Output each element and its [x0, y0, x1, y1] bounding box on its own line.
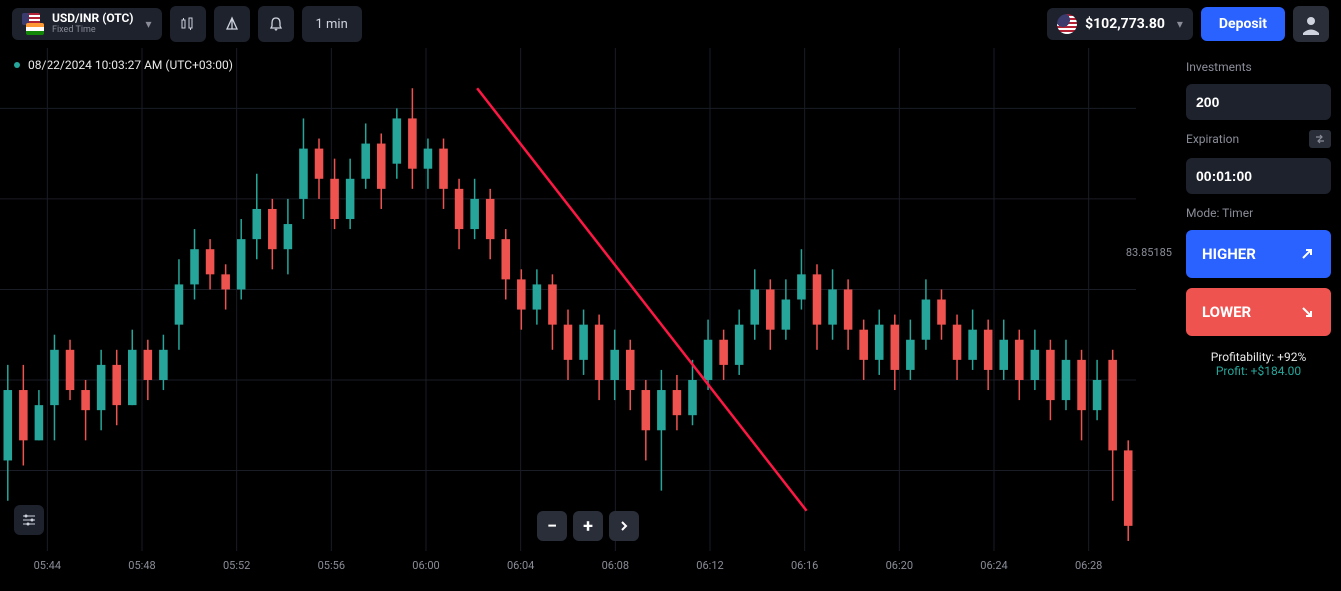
y-axis: 83.85185: [1116, 48, 1176, 551]
x-tick-label: 06:24: [980, 559, 1007, 572]
investment-input-group: $ + −: [1186, 84, 1331, 120]
chart-settings-button[interactable]: [14, 505, 44, 535]
x-tick-label: 05:44: [34, 559, 61, 572]
arrow-up-right-icon: [1299, 246, 1315, 262]
balance-amount: $102,773.80: [1085, 16, 1165, 32]
current-price-label: 83.85185: [1126, 246, 1172, 259]
investments-label: Investments: [1186, 60, 1331, 74]
zoom-out-button[interactable]: −: [537, 511, 567, 541]
chevron-down-icon: ▾: [1177, 17, 1183, 31]
chevron-right-icon: [618, 520, 630, 532]
zoom-in-button[interactable]: +: [573, 511, 603, 541]
zoom-controls: − +: [537, 511, 639, 541]
profitability-text: Profitability: +92%: [1186, 350, 1331, 364]
deposit-button[interactable]: Deposit: [1201, 7, 1285, 41]
alerts-button[interactable]: [258, 6, 294, 42]
pair-flag-icon: [22, 13, 44, 35]
x-tick-label: 05:56: [318, 559, 345, 572]
scroll-right-button[interactable]: [609, 511, 639, 541]
expiration-label: Expiration: [1186, 132, 1239, 146]
balance-selector[interactable]: $102,773.80 ▾: [1047, 8, 1193, 40]
x-tick-label: 06:20: [886, 559, 913, 572]
x-tick-label: 06:04: [507, 559, 534, 572]
sliders-icon: [21, 512, 37, 528]
person-icon: [1300, 13, 1322, 35]
profit-text: Profit: +$184.00: [1186, 364, 1331, 378]
lower-button[interactable]: LOWER: [1186, 288, 1331, 336]
expiration-mode-toggle[interactable]: [1309, 130, 1331, 148]
x-tick-label: 06:28: [1075, 559, 1102, 572]
mode-label: Mode: Timer: [1186, 206, 1331, 220]
x-axis: 05:44 05:48 05:52 05:56 06:00 06:04 06:08 06:12…: [0, 551, 1136, 591]
x-tick-label: 06:16: [791, 559, 818, 572]
avatar-button[interactable]: [1293, 6, 1329, 42]
x-tick-label: 06:12: [696, 559, 723, 572]
investment-input[interactable]: [1186, 94, 1331, 110]
topbar: USD/INR (OTC) Fixed Time ▾ 1 min $102,77…: [0, 0, 1341, 48]
pair-subtitle: Fixed Time: [52, 26, 133, 36]
chevron-down-icon: ▾: [145, 17, 151, 31]
x-tick-label: 06:08: [602, 559, 629, 572]
us-flag-icon: [1057, 14, 1077, 34]
pair-name: USD/INR (OTC): [52, 12, 133, 25]
pair-selector[interactable]: USD/INR (OTC) Fixed Time ▾: [12, 8, 162, 39]
expiration-input-group: + −: [1186, 158, 1331, 194]
chart-area[interactable]: 08/22/2024 10:03:27 AM (UTC+03:00) 83.85…: [0, 48, 1176, 591]
drawing-tools-button[interactable]: [214, 6, 250, 42]
trade-sidebar: Investments $ + − Expiration + − Mode: T…: [1176, 48, 1341, 591]
timeframe-button[interactable]: 1 min: [302, 6, 362, 42]
expiration-input[interactable]: [1186, 168, 1331, 184]
swap-icon: [1314, 133, 1326, 145]
x-tick-label: 06:00: [412, 559, 439, 572]
chart-type-button[interactable]: [170, 6, 206, 42]
x-tick-label: 05:48: [128, 559, 155, 572]
arrow-down-right-icon: [1299, 304, 1315, 320]
higher-button[interactable]: HIGHER: [1186, 230, 1331, 278]
x-tick-label: 05:52: [223, 559, 250, 572]
